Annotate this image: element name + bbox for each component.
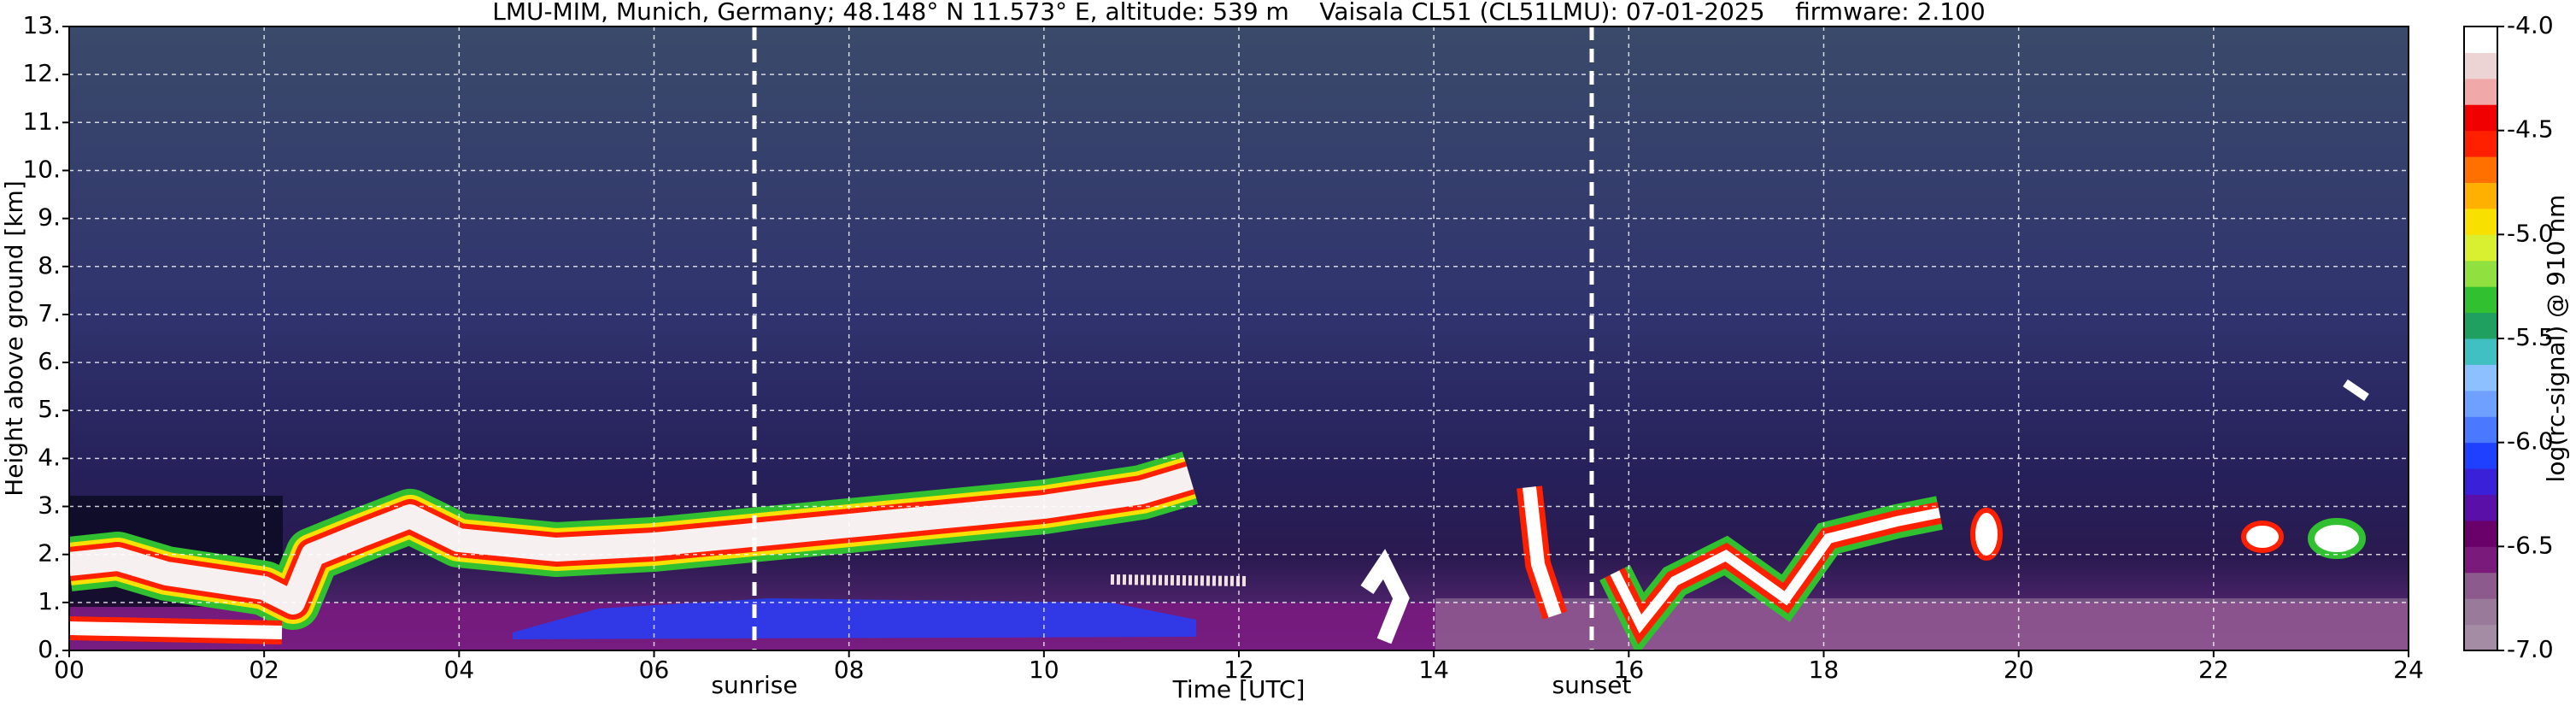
colorbar-label: log(rc-signal) @ 910 nm [2542, 195, 2570, 483]
x-tick-label: 20 [2004, 656, 2034, 684]
colorbar-band [2464, 104, 2497, 132]
colorbar-band [2464, 572, 2497, 599]
colorbar-band [2464, 546, 2497, 574]
y-tick-label: 11. [22, 107, 61, 135]
colorbar-band [2464, 364, 2497, 391]
colorbar-band [2464, 78, 2497, 105]
x-tick-label: 24 [2393, 656, 2424, 684]
y-tick-label: 13. [22, 11, 61, 39]
colorbar-band [2464, 26, 2497, 53]
colorbar-tick-label: -4.0 [2507, 11, 2554, 39]
annotation-label: sunrise [711, 671, 797, 699]
y-axis-label: Height above ground [km] [0, 180, 28, 497]
y-tick-label: 4. [38, 443, 61, 471]
colorbar-band [2464, 390, 2497, 417]
x-axis-label: Time [UTC] [1172, 675, 1306, 703]
colorbar-band [2464, 416, 2497, 444]
colorbar-band [2464, 338, 2497, 365]
colorbar-tick-label: -4.5 [2507, 115, 2554, 144]
x-tick-label: 02 [249, 656, 279, 684]
colorbar-band [2464, 182, 2497, 209]
colorbar-band [2464, 468, 2497, 495]
y-tick-label: 8. [38, 251, 61, 279]
x-tick-label: 06 [639, 656, 670, 684]
colorbar-tick-label: -6.5 [2507, 531, 2554, 559]
y-tick-label: 0. [38, 635, 61, 663]
x-tick-label: 04 [444, 656, 475, 684]
y-tick-label: 10. [22, 155, 61, 183]
colorbar-band [2464, 520, 2497, 547]
colorbar-band [2464, 494, 2497, 521]
x-tick-label: 18 [1809, 656, 1840, 684]
colorbar-band [2464, 156, 2497, 183]
annotation-label: sunset [1552, 671, 1632, 699]
y-tick-label: 1. [38, 587, 61, 615]
colorbar-band [2464, 234, 2497, 262]
colorbar-tick-label: -6.0 [2507, 427, 2554, 456]
colorbar-band [2464, 52, 2497, 79]
chart-title: LMU-MIM, Munich, Germany; 48.148° N 11.5… [492, 0, 1986, 26]
y-tick-label: 5. [38, 395, 61, 423]
colorbar-band [2464, 286, 2497, 314]
y-tick-label: 7. [38, 299, 61, 327]
colorbar-tick-label: -5.5 [2507, 323, 2554, 351]
x-tick-label: 08 [834, 656, 865, 684]
x-tick-label: 12 [1223, 656, 1254, 684]
y-tick-label: 3. [38, 491, 61, 520]
y-tick-label: 9. [38, 203, 61, 232]
colorbar-band [2464, 208, 2497, 235]
x-tick-label: 00 [54, 656, 85, 684]
colorbar-band [2464, 260, 2497, 287]
x-tick-label: 14 [1418, 656, 1449, 684]
colorbar-band [2464, 442, 2497, 469]
y-tick-label: 12. [22, 59, 61, 87]
colorbar-band [2464, 598, 2497, 626]
x-tick-label: 16 [1614, 656, 1645, 684]
colorbar-band [2464, 130, 2497, 157]
colorbar-band [2464, 624, 2497, 651]
colorbar-tick-label: -5.0 [2507, 219, 2554, 247]
y-tick-label: 2. [38, 539, 61, 568]
colorbar-tick-label: -7.0 [2507, 635, 2554, 663]
x-tick-label: 22 [2198, 656, 2229, 684]
y-tick-label: 6. [38, 347, 61, 375]
x-tick-label: 10 [1029, 656, 1059, 684]
colorbar-band [2464, 312, 2497, 339]
